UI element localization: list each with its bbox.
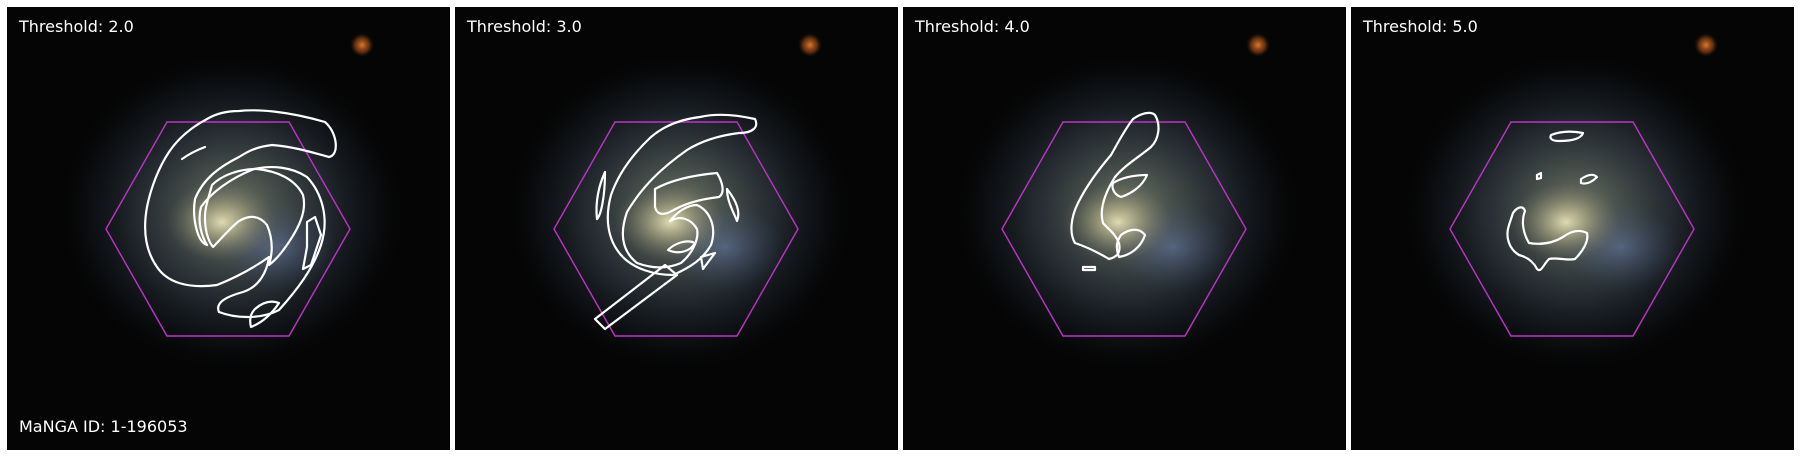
contour-fragment [1115, 228, 1147, 259]
contour-fragment [1579, 173, 1599, 185]
contour-fragment [666, 240, 697, 254]
foreground-star [1694, 33, 1718, 57]
contour-fragment [1549, 130, 1585, 143]
contour-set [593, 113, 758, 331]
contour-fragment [301, 215, 323, 271]
panel-threshold-4: Threshold: 4.0 [903, 7, 1346, 450]
galaxy-image [1351, 7, 1794, 450]
contour-fragment [699, 251, 717, 271]
panel-threshold-3: Threshold: 3.0 [455, 7, 898, 450]
contour-set [1506, 130, 1599, 272]
contour-outer-arm [606, 113, 758, 277]
threshold-label: Threshold: 2.0 [19, 17, 134, 36]
threshold-label: Threshold: 3.0 [467, 17, 582, 36]
panel-threshold-5: Threshold: 5.0 [1351, 7, 1794, 450]
contour-inner-arm [653, 171, 724, 215]
galaxy-image [455, 7, 898, 450]
contour-fragment [180, 145, 207, 161]
contour-fragment [249, 300, 281, 329]
contour-fragment [593, 263, 679, 331]
contour-outer-arm [1070, 111, 1160, 261]
ifu-hexagon [553, 121, 799, 337]
contour-inner-arm [203, 167, 306, 267]
contour-fragment [1081, 265, 1097, 272]
threshold-label: Threshold: 4.0 [915, 17, 1030, 36]
foreground-star [350, 33, 374, 57]
contour-outer-arm [144, 109, 337, 319]
panel-threshold-2: Threshold: 2.0 MaNGA ID: 1-196053 [7, 7, 450, 450]
contour-fragment [595, 170, 607, 221]
contour-fragment [1535, 171, 1543, 181]
foreground-star [798, 33, 822, 57]
contour-set [1070, 111, 1160, 272]
contour-inner-arm [1506, 206, 1589, 272]
contour-inner-arm [1111, 173, 1149, 199]
galaxy-image [903, 7, 1346, 450]
galaxy-image [7, 7, 450, 450]
contour-set [144, 109, 337, 329]
foreground-star [1246, 33, 1270, 57]
ifu-hexagon [1001, 121, 1247, 337]
galaxy-id-label: MaNGA ID: 1-196053 [19, 417, 188, 436]
ifu-hexagon [1449, 121, 1695, 337]
threshold-label: Threshold: 5.0 [1363, 17, 1478, 36]
ifu-hexagon [105, 121, 351, 337]
contour-fragment [725, 187, 740, 223]
